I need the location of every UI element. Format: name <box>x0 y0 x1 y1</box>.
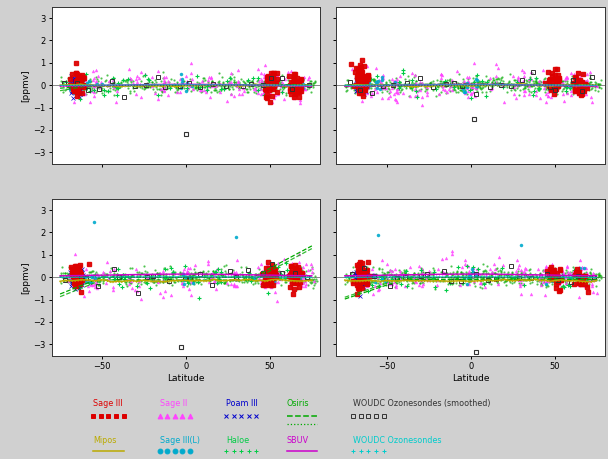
Text: WOUDC Ozonesondes: WOUDC Ozonesondes <box>353 436 442 445</box>
Text: Sage III: Sage III <box>93 399 123 408</box>
X-axis label: Latitude: Latitude <box>452 374 489 382</box>
Text: Sage III(L): Sage III(L) <box>159 436 199 445</box>
X-axis label: Latitude: Latitude <box>167 374 205 382</box>
Text: Poam III: Poam III <box>226 399 258 408</box>
Text: Sage II: Sage II <box>159 399 187 408</box>
Y-axis label: [ppmv]: [ppmv] <box>21 261 30 294</box>
Text: Osiris: Osiris <box>287 399 309 408</box>
Text: Haloe: Haloe <box>226 436 249 445</box>
Text: Mipos: Mipos <box>93 436 117 445</box>
Text: WOUDC Ozonesondes (smoothed): WOUDC Ozonesondes (smoothed) <box>353 399 491 408</box>
Y-axis label: [ppmv]: [ppmv] <box>21 69 30 101</box>
Text: SBUV: SBUV <box>287 436 309 445</box>
